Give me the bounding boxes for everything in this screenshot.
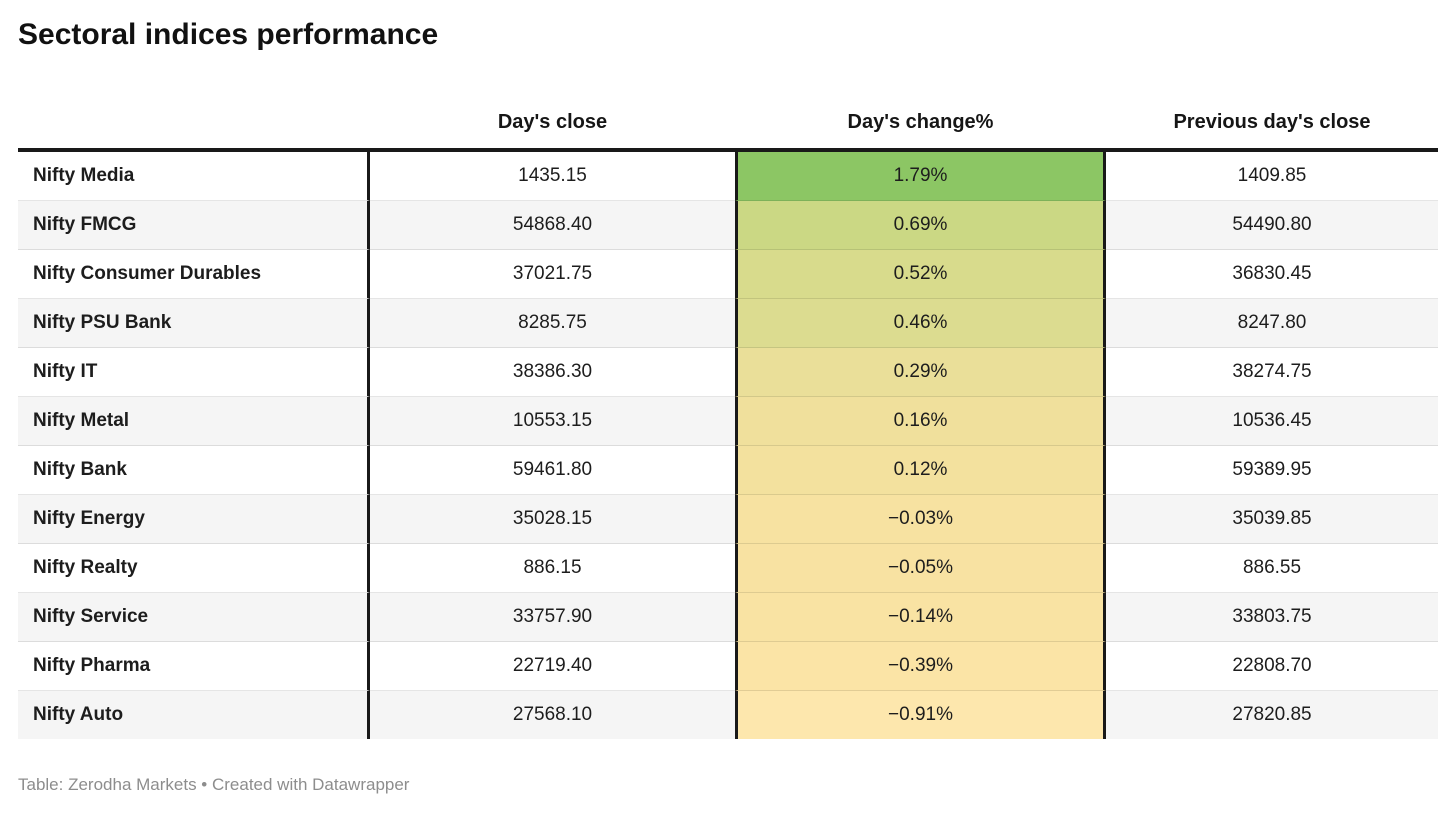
days-close-cell: 8285.75 [370, 299, 735, 348]
index-name-cell: Nifty IT [18, 348, 370, 397]
days-close-cell: 33757.90 [370, 593, 735, 642]
days-change-cell: −0.39% [735, 642, 1106, 691]
previous-days-close-cell: 54490.80 [1106, 201, 1438, 250]
table-row: Nifty Metal 10553.15 0.16% 10536.45 [18, 397, 1438, 446]
days-change-cell: −0.05% [735, 544, 1106, 593]
index-name-cell: Nifty Realty [18, 544, 370, 593]
table-footer-attribution: Table: Zerodha Markets • Created with Da… [18, 775, 410, 794]
table-row: Nifty FMCG 54868.40 0.69% 54490.80 [18, 201, 1438, 250]
index-name-cell: Nifty Media [18, 152, 370, 201]
table-row: Nifty Auto 27568.10 −0.91% 27820.85 [18, 691, 1438, 739]
table-row: Nifty Media 1435.15 1.79% 1409.85 [18, 152, 1438, 201]
previous-days-close-cell: 1409.85 [1106, 152, 1438, 201]
index-name-cell: Nifty Service [18, 593, 370, 642]
column-header-previous-days-close: Previous day's close [1106, 53, 1438, 152]
days-change-cell: 0.52% [735, 250, 1106, 299]
previous-days-close-cell: 33803.75 [1106, 593, 1438, 642]
index-name-cell: Nifty FMCG [18, 201, 370, 250]
days-close-cell: 59461.80 [370, 446, 735, 495]
days-change-cell: 0.12% [735, 446, 1106, 495]
days-change-cell: 0.29% [735, 348, 1106, 397]
table-row: Nifty Consumer Durables 37021.75 0.52% 3… [18, 250, 1438, 299]
table-row: Nifty Energy 35028.15 −0.03% 35039.85 [18, 495, 1438, 544]
table-row: Nifty Service 33757.90 −0.14% 33803.75 [18, 593, 1438, 642]
previous-days-close-cell: 36830.45 [1106, 250, 1438, 299]
days-close-cell: 37021.75 [370, 250, 735, 299]
table-row: Nifty Pharma 22719.40 −0.39% 22808.70 [18, 642, 1438, 691]
index-name-cell: Nifty PSU Bank [18, 299, 370, 348]
days-close-cell: 22719.40 [370, 642, 735, 691]
index-name-cell: Nifty Bank [18, 446, 370, 495]
days-change-cell: −0.14% [735, 593, 1106, 642]
previous-days-close-cell: 35039.85 [1106, 495, 1438, 544]
days-close-cell: 10553.15 [370, 397, 735, 446]
table-row: Nifty Realty 886.15 −0.05% 886.55 [18, 544, 1438, 593]
days-close-cell: 1435.15 [370, 152, 735, 201]
index-name-cell: Nifty Consumer Durables [18, 250, 370, 299]
previous-days-close-cell: 886.55 [1106, 544, 1438, 593]
days-close-cell: 27568.10 [370, 691, 735, 739]
table-row: Nifty PSU Bank 8285.75 0.46% 8247.80 [18, 299, 1438, 348]
days-change-cell: 0.16% [735, 397, 1106, 446]
index-name-cell: Nifty Energy [18, 495, 370, 544]
days-close-cell: 38386.30 [370, 348, 735, 397]
days-close-cell: 35028.15 [370, 495, 735, 544]
sectoral-indices-table: Day's close Day's change% Previous day's… [18, 53, 1438, 739]
table-row: Nifty Bank 59461.80 0.12% 59389.95 [18, 446, 1438, 495]
previous-days-close-cell: 22808.70 [1106, 642, 1438, 691]
days-change-cell: −0.03% [735, 495, 1106, 544]
index-name-cell: Nifty Metal [18, 397, 370, 446]
previous-days-close-cell: 38274.75 [1106, 348, 1438, 397]
days-change-cell: 0.69% [735, 201, 1106, 250]
days-change-cell: 1.79% [735, 152, 1106, 201]
days-close-cell: 886.15 [370, 544, 735, 593]
table-header: Day's close Day's change% Previous day's… [18, 53, 1438, 152]
table-row: Nifty IT 38386.30 0.29% 38274.75 [18, 348, 1438, 397]
previous-days-close-cell: 27820.85 [1106, 691, 1438, 739]
column-header-days-close: Day's close [370, 53, 735, 152]
index-name-cell: Nifty Auto [18, 691, 370, 739]
previous-days-close-cell: 10536.45 [1106, 397, 1438, 446]
column-header-index-name [18, 53, 370, 152]
page-title: Sectoral indices performance [18, 18, 439, 51]
days-close-cell: 54868.40 [370, 201, 735, 250]
days-change-cell: 0.46% [735, 299, 1106, 348]
previous-days-close-cell: 8247.80 [1106, 299, 1438, 348]
table-body: Nifty Media 1435.15 1.79% 1409.85 Nifty … [18, 152, 1438, 739]
column-header-days-change: Day's change% [735, 53, 1106, 152]
days-change-cell: −0.91% [735, 691, 1106, 739]
previous-days-close-cell: 59389.95 [1106, 446, 1438, 495]
index-name-cell: Nifty Pharma [18, 642, 370, 691]
